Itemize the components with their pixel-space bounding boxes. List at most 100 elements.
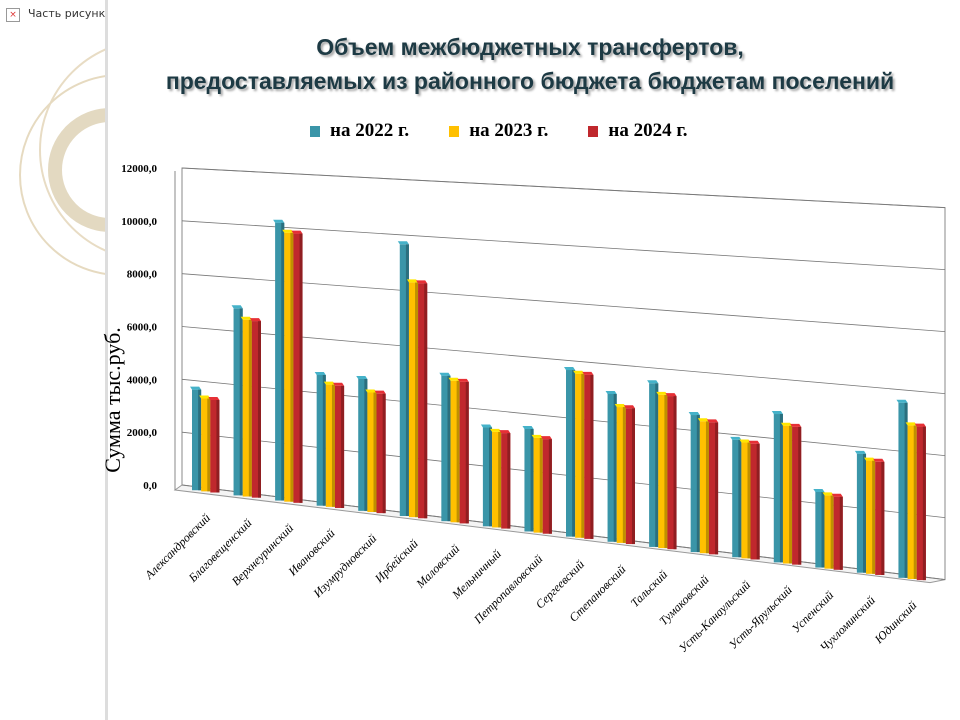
bar-side [581,373,585,538]
bar-side [904,402,908,578]
bar [616,407,626,543]
bar-top [499,430,511,434]
bar-side [373,392,377,512]
bar [441,375,451,522]
bar-top [522,425,534,429]
bar [408,282,419,518]
bar-top [614,404,626,408]
bar-side [572,370,576,537]
bar-top [854,450,867,454]
bar-top [439,372,451,376]
bar [233,308,243,496]
bar-side [216,399,220,493]
y-tick-label: 10000,0 [121,216,157,228]
x-tick-label: Успенский [789,588,836,635]
bar-side [798,426,802,565]
bar-side [613,394,617,542]
bar-side [631,408,635,545]
legend-item-2024: на 2024 г. [588,120,688,142]
bar-side [715,422,719,555]
chart-title: Объем межбюджетных трансфертов, предоста… [110,30,950,98]
bar-top [896,399,908,403]
bar [325,384,335,507]
bar-top [323,381,335,385]
bar [773,414,783,563]
bar-top [406,279,419,283]
bar [192,389,202,491]
bar-side [290,232,294,502]
bar [251,321,261,498]
bar-top [822,492,834,496]
bar-top [531,434,543,438]
broken-image-text: Часть рисунка с [28,7,108,20]
bar-side [331,384,335,507]
bar-top [665,393,677,397]
bar-side [821,491,825,568]
legend-label: на 2024 г. [608,120,688,141]
bar [566,370,576,537]
y-tick-label: 8000,0 [127,269,158,281]
bar [584,374,594,539]
bar-side [705,421,709,554]
bar-top [448,377,460,381]
bar-side [248,319,252,497]
bar-side [548,439,552,534]
legend-label: на 2023 г. [469,120,549,141]
legend-swatch [310,125,320,137]
legend-swatch [449,125,460,137]
bar-side [779,414,783,563]
bar-top [831,493,843,497]
bar-side [322,375,326,506]
bar-top [771,411,783,415]
chart-legend: на 2022 г. на 2023 г. на 2024 г. [310,120,688,142]
bar [201,398,211,492]
bar-side [830,495,834,569]
bar [450,380,460,523]
legend-item-2022: на 2022 г. [310,120,409,142]
bar-top [706,419,719,423]
bar-top [688,412,700,416]
bar-side [530,428,534,532]
bar-top [365,389,377,393]
x-tick-label: Ирбейский [371,537,420,586]
bar-side [364,378,368,511]
y-tick-label: 0,0 [143,480,157,492]
bar [708,422,719,555]
bar [658,394,668,549]
bar-top [864,457,876,461]
bar-side [341,385,345,508]
bar [750,443,760,560]
bar [275,222,285,501]
y-tick-label: 12000,0 [121,163,157,175]
bar [316,375,326,506]
bar [916,426,926,581]
bar-top [231,305,243,309]
bar-top [780,422,793,426]
y-axis-title: Сумма тыс.руб. [100,327,125,473]
bar-top [790,423,802,427]
bar-top [623,405,635,409]
bar-top [656,391,668,395]
bar-side [664,394,668,549]
bar-top [208,396,220,400]
bar-top [273,219,285,223]
x-tick-label: Тальский [628,567,670,609]
legend-label: на 2022 г. [330,120,410,141]
bar [524,428,534,532]
bar [210,399,220,493]
bar-side [239,308,243,496]
bar-top [374,390,386,394]
bar-top [416,280,428,284]
bar-top [282,229,294,233]
bar [732,439,742,558]
broken-image-icon: × [6,8,20,22]
bar [501,433,511,529]
legend-swatch [588,125,599,137]
bar-top [332,382,345,386]
bar-side [405,244,409,517]
bar [399,244,409,517]
bar-side [299,233,303,503]
bar [833,496,843,570]
bar-side [498,431,502,528]
gridline [181,220,946,271]
